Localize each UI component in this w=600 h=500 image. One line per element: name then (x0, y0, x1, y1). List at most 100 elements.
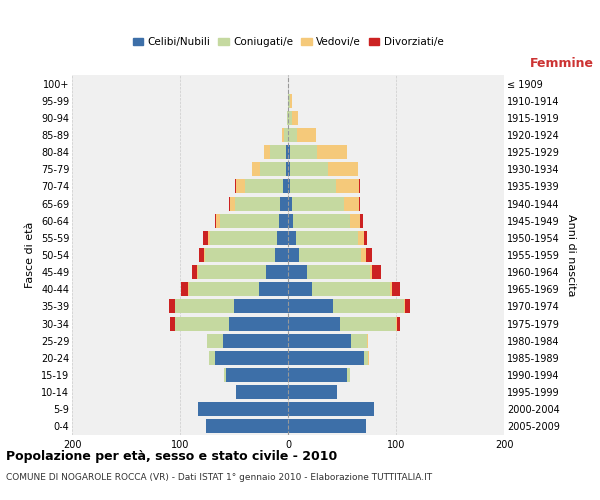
Bar (288, 180, 290, 194)
Bar (236, 180, 245, 194)
Bar (358, 231, 364, 245)
Bar (234, 300, 288, 314)
Bar (397, 316, 400, 330)
Bar (264, 145, 269, 159)
Bar (288, 351, 364, 365)
Bar (199, 402, 288, 416)
Bar (207, 334, 223, 347)
Bar (226, 368, 288, 382)
Bar (317, 145, 347, 159)
Bar (203, 231, 208, 245)
Y-axis label: Anni di nascita: Anni di nascita (566, 214, 577, 296)
Bar (350, 334, 367, 347)
Bar (288, 420, 366, 434)
Bar (224, 368, 226, 382)
Text: Popolazione per età, sesso e stato civile - 2010: Popolazione per età, sesso e stato civil… (6, 450, 337, 463)
Bar (290, 145, 317, 159)
Bar (350, 214, 361, 228)
Bar (286, 162, 288, 176)
Text: Femmine: Femmine (530, 56, 595, 70)
Bar (275, 248, 288, 262)
Bar (288, 385, 337, 399)
Bar (288, 128, 296, 142)
Bar (364, 351, 368, 365)
Bar (359, 196, 361, 210)
Bar (335, 180, 359, 194)
Bar (292, 196, 344, 210)
Bar (296, 128, 316, 142)
Bar (340, 316, 396, 330)
Bar (288, 214, 293, 228)
Bar (370, 265, 372, 279)
Bar (259, 282, 288, 296)
Bar (293, 214, 350, 228)
Bar (260, 162, 286, 176)
Bar (334, 300, 404, 314)
Bar (266, 265, 288, 279)
Bar (367, 334, 368, 347)
Bar (288, 368, 347, 382)
Bar (288, 334, 350, 347)
Bar (277, 231, 288, 245)
Bar (269, 145, 286, 159)
Bar (392, 282, 400, 296)
Bar (389, 282, 392, 296)
Bar (235, 180, 236, 194)
Bar (286, 145, 288, 159)
Bar (288, 300, 334, 314)
Bar (359, 180, 361, 194)
Bar (170, 316, 175, 330)
Bar (307, 265, 370, 279)
Bar (288, 196, 292, 210)
Bar (204, 248, 205, 262)
Bar (208, 231, 210, 245)
Bar (290, 162, 328, 176)
Bar (283, 180, 288, 194)
Bar (169, 300, 175, 314)
Bar (288, 145, 290, 159)
Bar (396, 316, 397, 330)
Bar (287, 111, 288, 125)
Bar (229, 316, 288, 330)
Bar (288, 265, 307, 279)
Bar (175, 316, 229, 330)
Bar (280, 214, 288, 228)
Bar (253, 162, 260, 176)
Bar (347, 368, 350, 382)
Bar (292, 111, 298, 125)
Bar (288, 402, 374, 416)
Bar (361, 248, 366, 262)
Bar (299, 248, 361, 262)
Bar (192, 265, 197, 279)
Bar (344, 196, 359, 210)
Bar (328, 162, 358, 176)
Bar (209, 351, 215, 365)
Bar (288, 94, 290, 108)
Bar (197, 265, 199, 279)
Bar (312, 282, 389, 296)
Bar (296, 231, 358, 245)
Bar (288, 248, 299, 262)
Bar (280, 196, 288, 210)
Bar (229, 196, 230, 210)
Bar (235, 196, 280, 210)
Bar (288, 316, 340, 330)
Bar (181, 282, 188, 296)
Bar (220, 214, 280, 228)
Bar (245, 180, 283, 194)
Bar (188, 282, 259, 296)
Bar (236, 385, 288, 399)
Bar (199, 248, 204, 262)
Bar (210, 231, 277, 245)
Legend: Celibi/Nubili, Coniugati/e, Vedovi/e, Divorziati/e: Celibi/Nubili, Coniugati/e, Vedovi/e, Di… (133, 37, 443, 47)
Bar (361, 214, 362, 228)
Bar (404, 300, 410, 314)
Y-axis label: Fasce di età: Fasce di età (25, 222, 35, 288)
Bar (366, 248, 372, 262)
Bar (230, 196, 235, 210)
Bar (288, 282, 312, 296)
Bar (288, 111, 292, 125)
Bar (215, 214, 220, 228)
Bar (288, 231, 296, 245)
Bar (284, 128, 288, 142)
